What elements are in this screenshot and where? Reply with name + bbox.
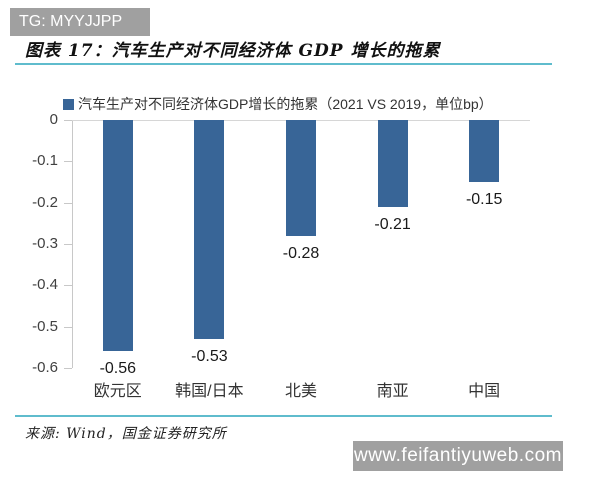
y-axis-tick-label: -0.1 bbox=[32, 152, 58, 170]
watermark-badge-bottom-text: www.feifantiyuweb.com bbox=[354, 445, 562, 466]
y-axis-tick bbox=[64, 326, 72, 328]
bar-韩国/日本 bbox=[194, 120, 225, 340]
legend-label: 汽车生产对不同经济体GDP增长的拖累（2021 VS 2019，单位bp） bbox=[78, 96, 493, 112]
y-axis-tick-label: -0.5 bbox=[32, 317, 58, 335]
title-underline bbox=[15, 63, 552, 65]
y-axis-tick-label: -0.2 bbox=[32, 193, 58, 211]
x-category-label: 韩国/日本 bbox=[175, 383, 244, 400]
y-axis-tick bbox=[64, 244, 72, 245]
bar-value-label: -0.56 bbox=[99, 360, 137, 378]
bar-value-label: -0.15 bbox=[465, 191, 503, 208]
y-axis-tick bbox=[64, 202, 72, 204]
legend-marker-icon bbox=[63, 98, 74, 110]
y-axis-tick bbox=[64, 368, 72, 369]
y-axis-line bbox=[72, 120, 73, 368]
x-category-label: 中国 bbox=[468, 383, 501, 400]
bar-value-label: -0.21 bbox=[374, 215, 411, 233]
watermark-badge-top: TG: MYYJJPP bbox=[10, 8, 150, 36]
y-axis-tick bbox=[64, 120, 72, 121]
y-axis-tick bbox=[64, 285, 72, 287]
y-axis-tick-label: -0.4 bbox=[32, 276, 58, 294]
bar-北美 bbox=[286, 120, 316, 236]
bar-value-label: -0.28 bbox=[282, 244, 320, 262]
chart-legend: 汽车生产对不同经济体GDP增长的拖累（2021 VS 2019，单位bp） bbox=[63, 96, 543, 112]
x-category-label: 北美 bbox=[284, 383, 317, 400]
bottom-divider bbox=[15, 415, 552, 417]
bar-南亚 bbox=[377, 120, 408, 207]
bar-欧元区 bbox=[102, 120, 133, 352]
y-axis-tick-label: -0.3 bbox=[32, 235, 58, 252]
y-axis-tick-label: 0 bbox=[49, 111, 58, 128]
x-category-label: 南亚 bbox=[376, 383, 409, 400]
source-note: 来源: Wind，国金证券研究所 bbox=[25, 426, 227, 442]
y-axis-tick bbox=[64, 161, 72, 163]
y-axis-tick-label: -0.6 bbox=[32, 359, 58, 376]
figure-title: 图表 17：汽车生产对不同经济体 GDP 增长的拖累 bbox=[25, 41, 441, 61]
bar-中国 bbox=[469, 120, 500, 182]
watermark-badge-top-text: TG: MYYJJPP bbox=[19, 13, 123, 30]
watermark-badge-bottom: www.feifantiyuweb.com bbox=[353, 441, 563, 471]
bar-value-label: -0.53 bbox=[191, 348, 228, 366]
x-category-label: 欧元区 bbox=[93, 383, 142, 400]
